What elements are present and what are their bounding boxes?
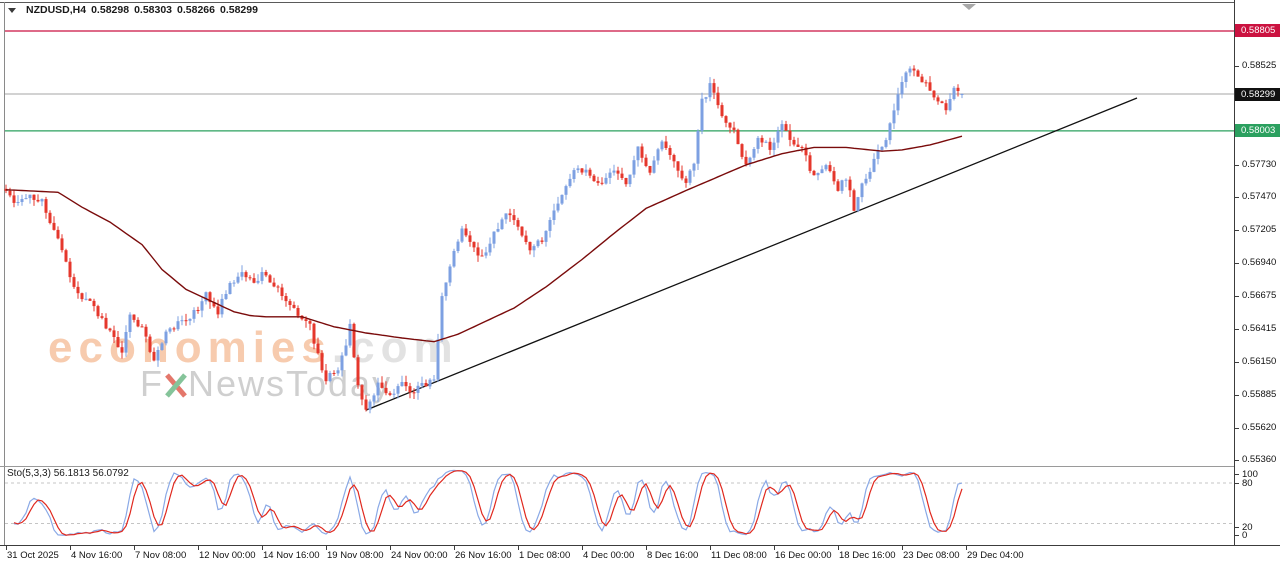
time-tick-label: 7 Nov 08:00 xyxy=(135,550,187,561)
price-tick xyxy=(1235,66,1239,67)
price-tick-label: 0.57470 xyxy=(1242,191,1277,202)
price-badge-support: 0.58003 xyxy=(1235,124,1280,137)
time-tick-label: 14 Nov 16:00 xyxy=(263,550,320,561)
time-tick-label: 19 Nov 08:00 xyxy=(327,550,384,561)
time-tick-label: 26 Nov 16:00 xyxy=(455,550,512,561)
time-tick xyxy=(326,546,327,550)
time-tick-label: 4 Dec 00:00 xyxy=(583,550,635,561)
time-tick xyxy=(710,546,711,550)
time-tick xyxy=(198,546,199,550)
time-tick xyxy=(838,546,839,550)
stoch-tick xyxy=(1235,483,1239,484)
time-tick-label: 11 Dec 08:00 xyxy=(711,550,767,561)
price-badge-current-price: 0.58299 xyxy=(1235,88,1280,101)
window-border-left xyxy=(4,2,5,565)
time-tick-label: 24 Nov 00:00 xyxy=(391,550,448,561)
watermark: economies.com F NewsToday xyxy=(48,323,459,402)
time-tick xyxy=(646,546,647,550)
price-tick-label: 0.55620 xyxy=(1242,422,1277,433)
price-axis[interactable]: 0.58525 0.57730 0.57470 0.57205 0.56940 0.566… xyxy=(1234,0,1280,545)
price-badge-resistance: 0.58805 xyxy=(1235,24,1280,37)
price-tick xyxy=(1235,460,1239,461)
time-tick-label: 31 Oct 2025 xyxy=(7,550,59,561)
price-tick xyxy=(1235,230,1239,231)
time-tick xyxy=(134,546,135,550)
chart-surface[interactable]: economies.com F NewsToday NZDUSD,H4 0.582… xyxy=(0,0,1234,545)
stoch-tick-label: 0 xyxy=(1242,530,1248,541)
price-tick xyxy=(1235,263,1239,264)
price-tick-label: 0.57730 xyxy=(1242,159,1277,170)
window-border-top xyxy=(0,2,1280,3)
time-tick xyxy=(454,546,455,550)
price-tick xyxy=(1235,197,1239,198)
price-tick xyxy=(1235,296,1239,297)
time-tick-label: 29 Dec 04:00 xyxy=(967,550,1024,561)
stoch-tick-label: 20 xyxy=(1242,522,1253,533)
time-axis[interactable]: 31 Oct 2025 4 Nov 16:00 7 Nov 08:00 12 Nov … xyxy=(0,545,1280,566)
price-tick-label: 0.56150 xyxy=(1242,356,1277,367)
price-tick xyxy=(1235,165,1239,166)
panel-divider[interactable] xyxy=(0,466,1234,467)
time-tick-label: 4 Nov 16:00 xyxy=(71,550,123,561)
time-tick-label: 8 Dec 16:00 xyxy=(647,550,699,561)
price-tick xyxy=(1235,329,1239,330)
time-tick xyxy=(70,546,71,550)
price-tick-label: 0.57205 xyxy=(1242,224,1277,235)
open-value: 0.58298 xyxy=(91,4,130,16)
price-chart-canvas[interactable] xyxy=(0,0,1234,545)
price-tick xyxy=(1235,428,1239,429)
time-tick xyxy=(518,546,519,550)
time-tick xyxy=(902,546,903,550)
price-tick-label: 0.58525 xyxy=(1242,60,1277,71)
stoch-tick xyxy=(1235,474,1239,475)
price-tick-label: 0.55360 xyxy=(1242,454,1277,465)
time-tick-label: 18 Dec 16:00 xyxy=(839,550,896,561)
time-tick-label: 23 Dec 08:00 xyxy=(903,550,960,561)
time-tick xyxy=(262,546,263,550)
stoch-tick xyxy=(1235,535,1239,536)
time-tick xyxy=(966,546,967,550)
price-tick-label: 0.56415 xyxy=(1242,323,1277,334)
watermark-line2: F NewsToday xyxy=(140,363,393,404)
time-tick xyxy=(390,546,391,550)
watermark-brand: economies.com xyxy=(48,323,459,372)
symbol-dropdown-icon[interactable] xyxy=(8,7,16,13)
fx-x-icon xyxy=(164,368,188,398)
price-tick-label: 0.56675 xyxy=(1242,290,1277,301)
ohlc-header: NZDUSD,H4 0.58298 0.58303 0.58266 0.5829… xyxy=(8,4,258,16)
time-tick xyxy=(6,546,7,550)
stoch-tick-label: 80 xyxy=(1242,478,1253,489)
price-tick-label: 0.55885 xyxy=(1242,389,1277,400)
stoch-tick xyxy=(1235,527,1239,528)
price-tick-label: 0.56940 xyxy=(1242,257,1277,268)
symbol-period-label: NZDUSD,H4 xyxy=(26,4,87,16)
price-tick xyxy=(1235,362,1239,363)
close-value: 0.58299 xyxy=(220,4,258,16)
price-tick xyxy=(1235,395,1239,396)
time-tick xyxy=(582,546,583,550)
stochastic-label: Sto(5,3,3) 56.1813 56.0792 xyxy=(7,468,129,479)
panel-collapse-icon[interactable] xyxy=(962,4,976,10)
time-tick xyxy=(774,546,775,550)
time-tick-label: 16 Dec 00:00 xyxy=(775,550,832,561)
time-tick-label: 12 Nov 00:00 xyxy=(199,550,256,561)
stoch-tick-label: 100 xyxy=(1242,469,1258,480)
high-value: 0.58303 xyxy=(134,4,173,16)
low-value: 0.58266 xyxy=(177,4,215,16)
time-tick-label: 1 Dec 08:00 xyxy=(519,550,571,561)
